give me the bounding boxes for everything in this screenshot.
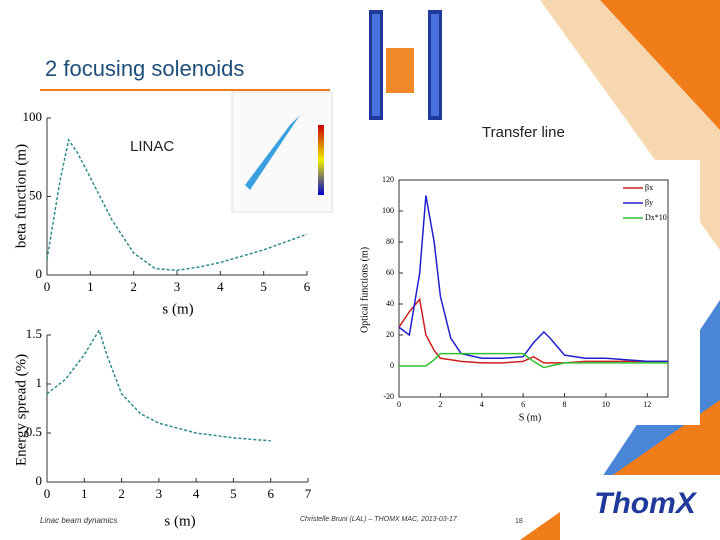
x-tick-label: 0 [397, 400, 401, 409]
y-tick-label: -20 [383, 392, 394, 401]
y-tick-label: 40 [386, 299, 394, 308]
decor [600, 0, 720, 130]
y-tick-label: 1 [36, 375, 43, 390]
x-tick-label: 10 [602, 400, 610, 409]
inset-colorbar [318, 125, 324, 195]
x-tick-label: 6 [304, 279, 311, 294]
label: LINAC [130, 138, 174, 155]
label: Transfer line [482, 124, 565, 141]
x-tick-label: 4 [193, 486, 200, 501]
x-tick-label: 8 [563, 400, 567, 409]
y-tick-label: 60 [386, 268, 394, 277]
x-tick-label: 12 [643, 400, 651, 409]
x-axis-label: S (m) [519, 412, 542, 423]
footer: Christelle Bruni (LAL) – THOMX MAC, 2013… [300, 516, 458, 523]
x-tick-label: 5 [260, 279, 267, 294]
series-line [398, 297, 668, 364]
series-line [399, 352, 668, 369]
solenoid [431, 14, 439, 116]
series-line [398, 195, 668, 363]
y-tick-label: 120 [382, 175, 394, 184]
y-tick-label: 0 [390, 361, 394, 370]
legend-label: Dx*10 [645, 213, 667, 222]
plot-border [398, 179, 669, 398]
x-tick-label: 2 [130, 279, 137, 294]
inset-plot [231, 91, 333, 213]
series-line [46, 328, 271, 442]
cavity [386, 48, 414, 93]
x-tick-label: 5 [230, 486, 237, 501]
solenoid [372, 14, 380, 116]
footer: Linac beam dynamics [40, 516, 117, 525]
page-number: 18 [515, 518, 523, 525]
y-tick-label: 100 [382, 206, 394, 215]
y-tick-label: 0 [36, 266, 43, 281]
y-tick-label: 20 [386, 330, 394, 339]
y-axis-label: beta function (m) [13, 144, 29, 248]
plot-frame [372, 160, 700, 425]
x-tick-label: 4 [480, 400, 484, 409]
inset-blob [245, 115, 300, 190]
legend-label: βy [645, 198, 653, 207]
legend-label: βx [645, 183, 653, 192]
y-tick-label: 80 [386, 237, 394, 246]
x-tick-label: 1 [81, 486, 88, 501]
x-tick-label: 6 [521, 400, 525, 409]
y-tick-label: 100 [23, 109, 43, 124]
x-tick-label: 7 [305, 486, 312, 501]
slide-title: 2 focusing solenoids [45, 56, 244, 81]
y-axis-label: Optical functions (m) [359, 247, 370, 333]
x-axis-label: s (m) [162, 301, 193, 317]
x-tick-label: 3 [174, 279, 181, 294]
x-tick-label: 0 [44, 486, 51, 501]
x-tick-label: 3 [156, 486, 163, 501]
x-tick-label: 6 [267, 486, 274, 501]
logo: ThomX [594, 487, 698, 520]
x-tick-label: 4 [217, 279, 224, 294]
y-tick-label: 50 [29, 187, 42, 202]
x-tick-label: 0 [44, 279, 51, 294]
series-line [46, 138, 308, 272]
logo-bg [560, 475, 720, 540]
y-axis-label: Energy spread (%) [13, 354, 29, 466]
y-tick-label: 1.5 [26, 326, 42, 341]
x-tick-label: 1 [87, 279, 94, 294]
y-tick-label: 0.5 [26, 424, 42, 439]
y-tick-label: 0 [36, 473, 43, 488]
x-tick-label: 2 [438, 400, 442, 409]
x-tick-label: 2 [118, 486, 125, 501]
x-axis-label: s (m) [164, 513, 195, 529]
